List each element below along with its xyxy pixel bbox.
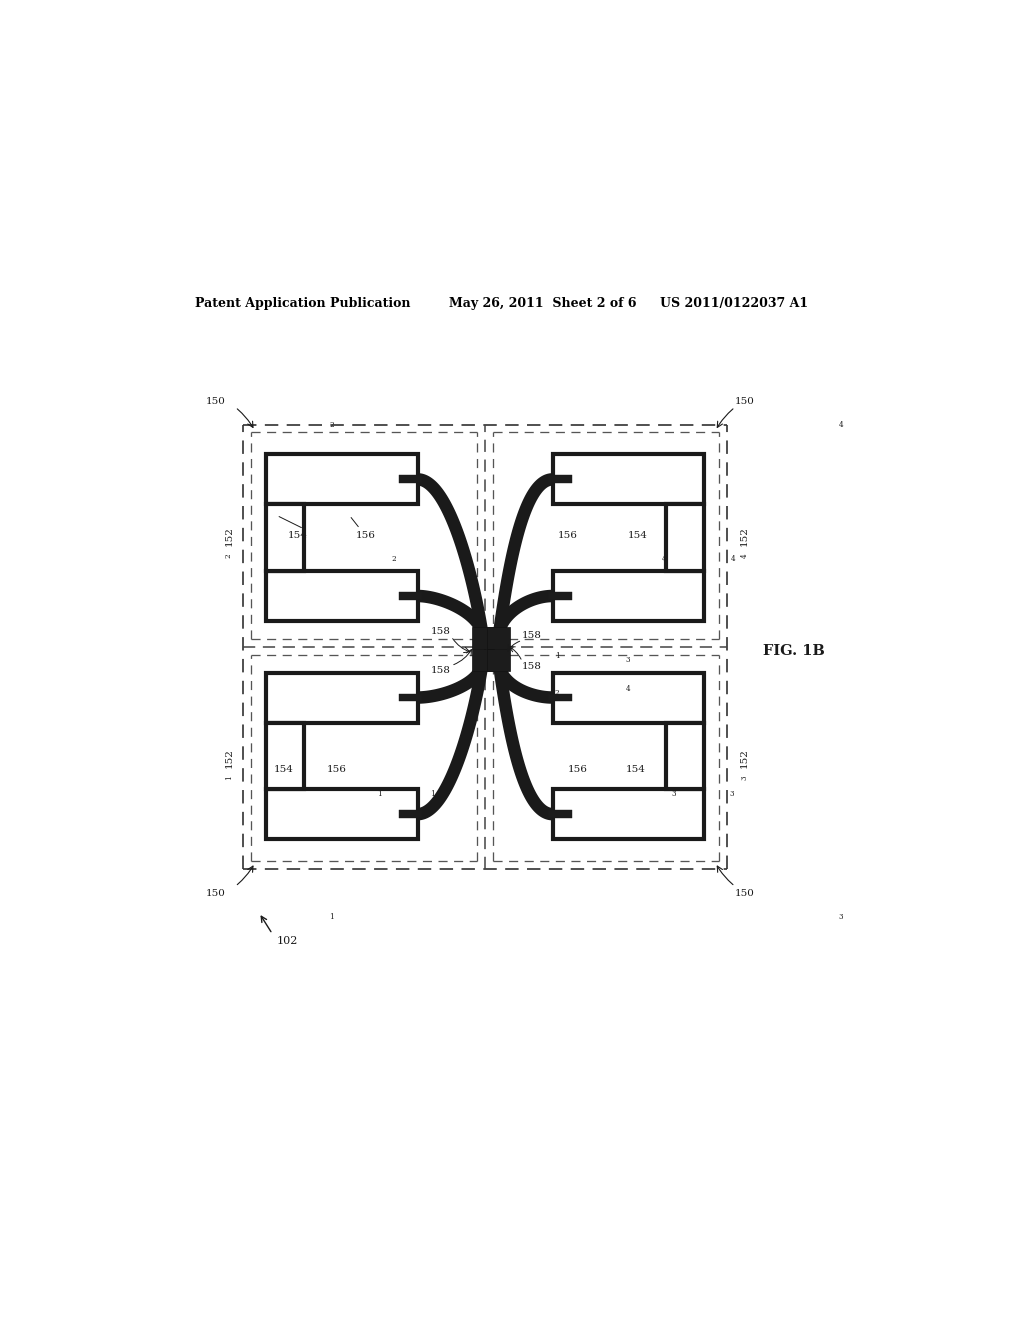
Text: 150: 150 — [735, 888, 755, 898]
Bar — [266, 672, 418, 722]
Text: 154: 154 — [273, 766, 294, 775]
Bar — [266, 504, 304, 572]
Text: 3: 3 — [839, 912, 843, 920]
Bar — [548, 810, 571, 818]
Text: 4: 4 — [839, 421, 844, 429]
Bar — [398, 810, 422, 818]
Text: 152: 152 — [740, 748, 750, 768]
Text: 152: 152 — [224, 748, 233, 768]
Text: 2: 2 — [555, 689, 559, 697]
Text: 154: 154 — [626, 766, 645, 775]
Text: 2: 2 — [460, 554, 464, 564]
Text: 1: 1 — [430, 791, 435, 799]
Bar — [487, 649, 510, 671]
Text: 156: 156 — [327, 766, 346, 775]
Text: 4: 4 — [740, 553, 749, 558]
Bar — [553, 672, 705, 722]
Bar — [548, 475, 571, 483]
Text: 3: 3 — [672, 791, 676, 799]
Text: 158: 158 — [522, 661, 542, 671]
Text: 4: 4 — [731, 554, 735, 564]
Bar — [472, 649, 494, 671]
Bar — [266, 789, 418, 840]
Text: 2: 2 — [225, 553, 232, 558]
Text: 3: 3 — [626, 656, 631, 664]
Text: 150: 150 — [735, 396, 755, 405]
Text: 154: 154 — [288, 531, 308, 540]
Bar — [398, 475, 422, 483]
Text: 1: 1 — [329, 912, 334, 920]
Bar — [667, 722, 705, 789]
Text: 156: 156 — [558, 531, 578, 540]
Bar — [553, 789, 705, 840]
Text: 156: 156 — [567, 766, 588, 775]
Bar — [553, 454, 705, 504]
Text: US 2011/0122037 A1: US 2011/0122037 A1 — [659, 297, 808, 310]
Text: 158: 158 — [431, 665, 452, 675]
Text: 150: 150 — [206, 396, 225, 405]
Text: 158: 158 — [431, 627, 452, 636]
Bar — [472, 627, 494, 649]
Text: FIG. 1B: FIG. 1B — [763, 644, 824, 657]
Bar — [548, 693, 571, 701]
Text: 152: 152 — [224, 525, 233, 545]
Text: May 26, 2011  Sheet 2 of 6: May 26, 2011 Sheet 2 of 6 — [450, 297, 637, 310]
Text: 150: 150 — [206, 888, 225, 898]
Text: 4: 4 — [626, 685, 631, 693]
Text: 1: 1 — [377, 791, 382, 799]
Text: 2: 2 — [391, 554, 396, 564]
Text: 2: 2 — [329, 421, 334, 429]
Text: 3: 3 — [740, 775, 749, 780]
Bar — [553, 572, 705, 620]
Bar — [548, 593, 571, 601]
Text: 1: 1 — [225, 775, 232, 780]
Text: 154: 154 — [628, 531, 647, 540]
Bar — [266, 454, 418, 504]
Text: 3: 3 — [729, 791, 733, 799]
Text: 102: 102 — [276, 936, 298, 946]
Text: 158: 158 — [522, 631, 542, 640]
Text: Patent Application Publication: Patent Application Publication — [196, 297, 411, 310]
Text: 1: 1 — [555, 652, 559, 660]
Bar — [266, 722, 304, 789]
Bar — [266, 572, 418, 620]
Bar — [398, 593, 422, 601]
Text: 152: 152 — [740, 525, 750, 545]
Bar — [398, 693, 422, 701]
Bar — [487, 627, 510, 649]
Text: 156: 156 — [356, 531, 376, 540]
Bar — [667, 504, 705, 572]
Text: 4: 4 — [662, 554, 666, 564]
